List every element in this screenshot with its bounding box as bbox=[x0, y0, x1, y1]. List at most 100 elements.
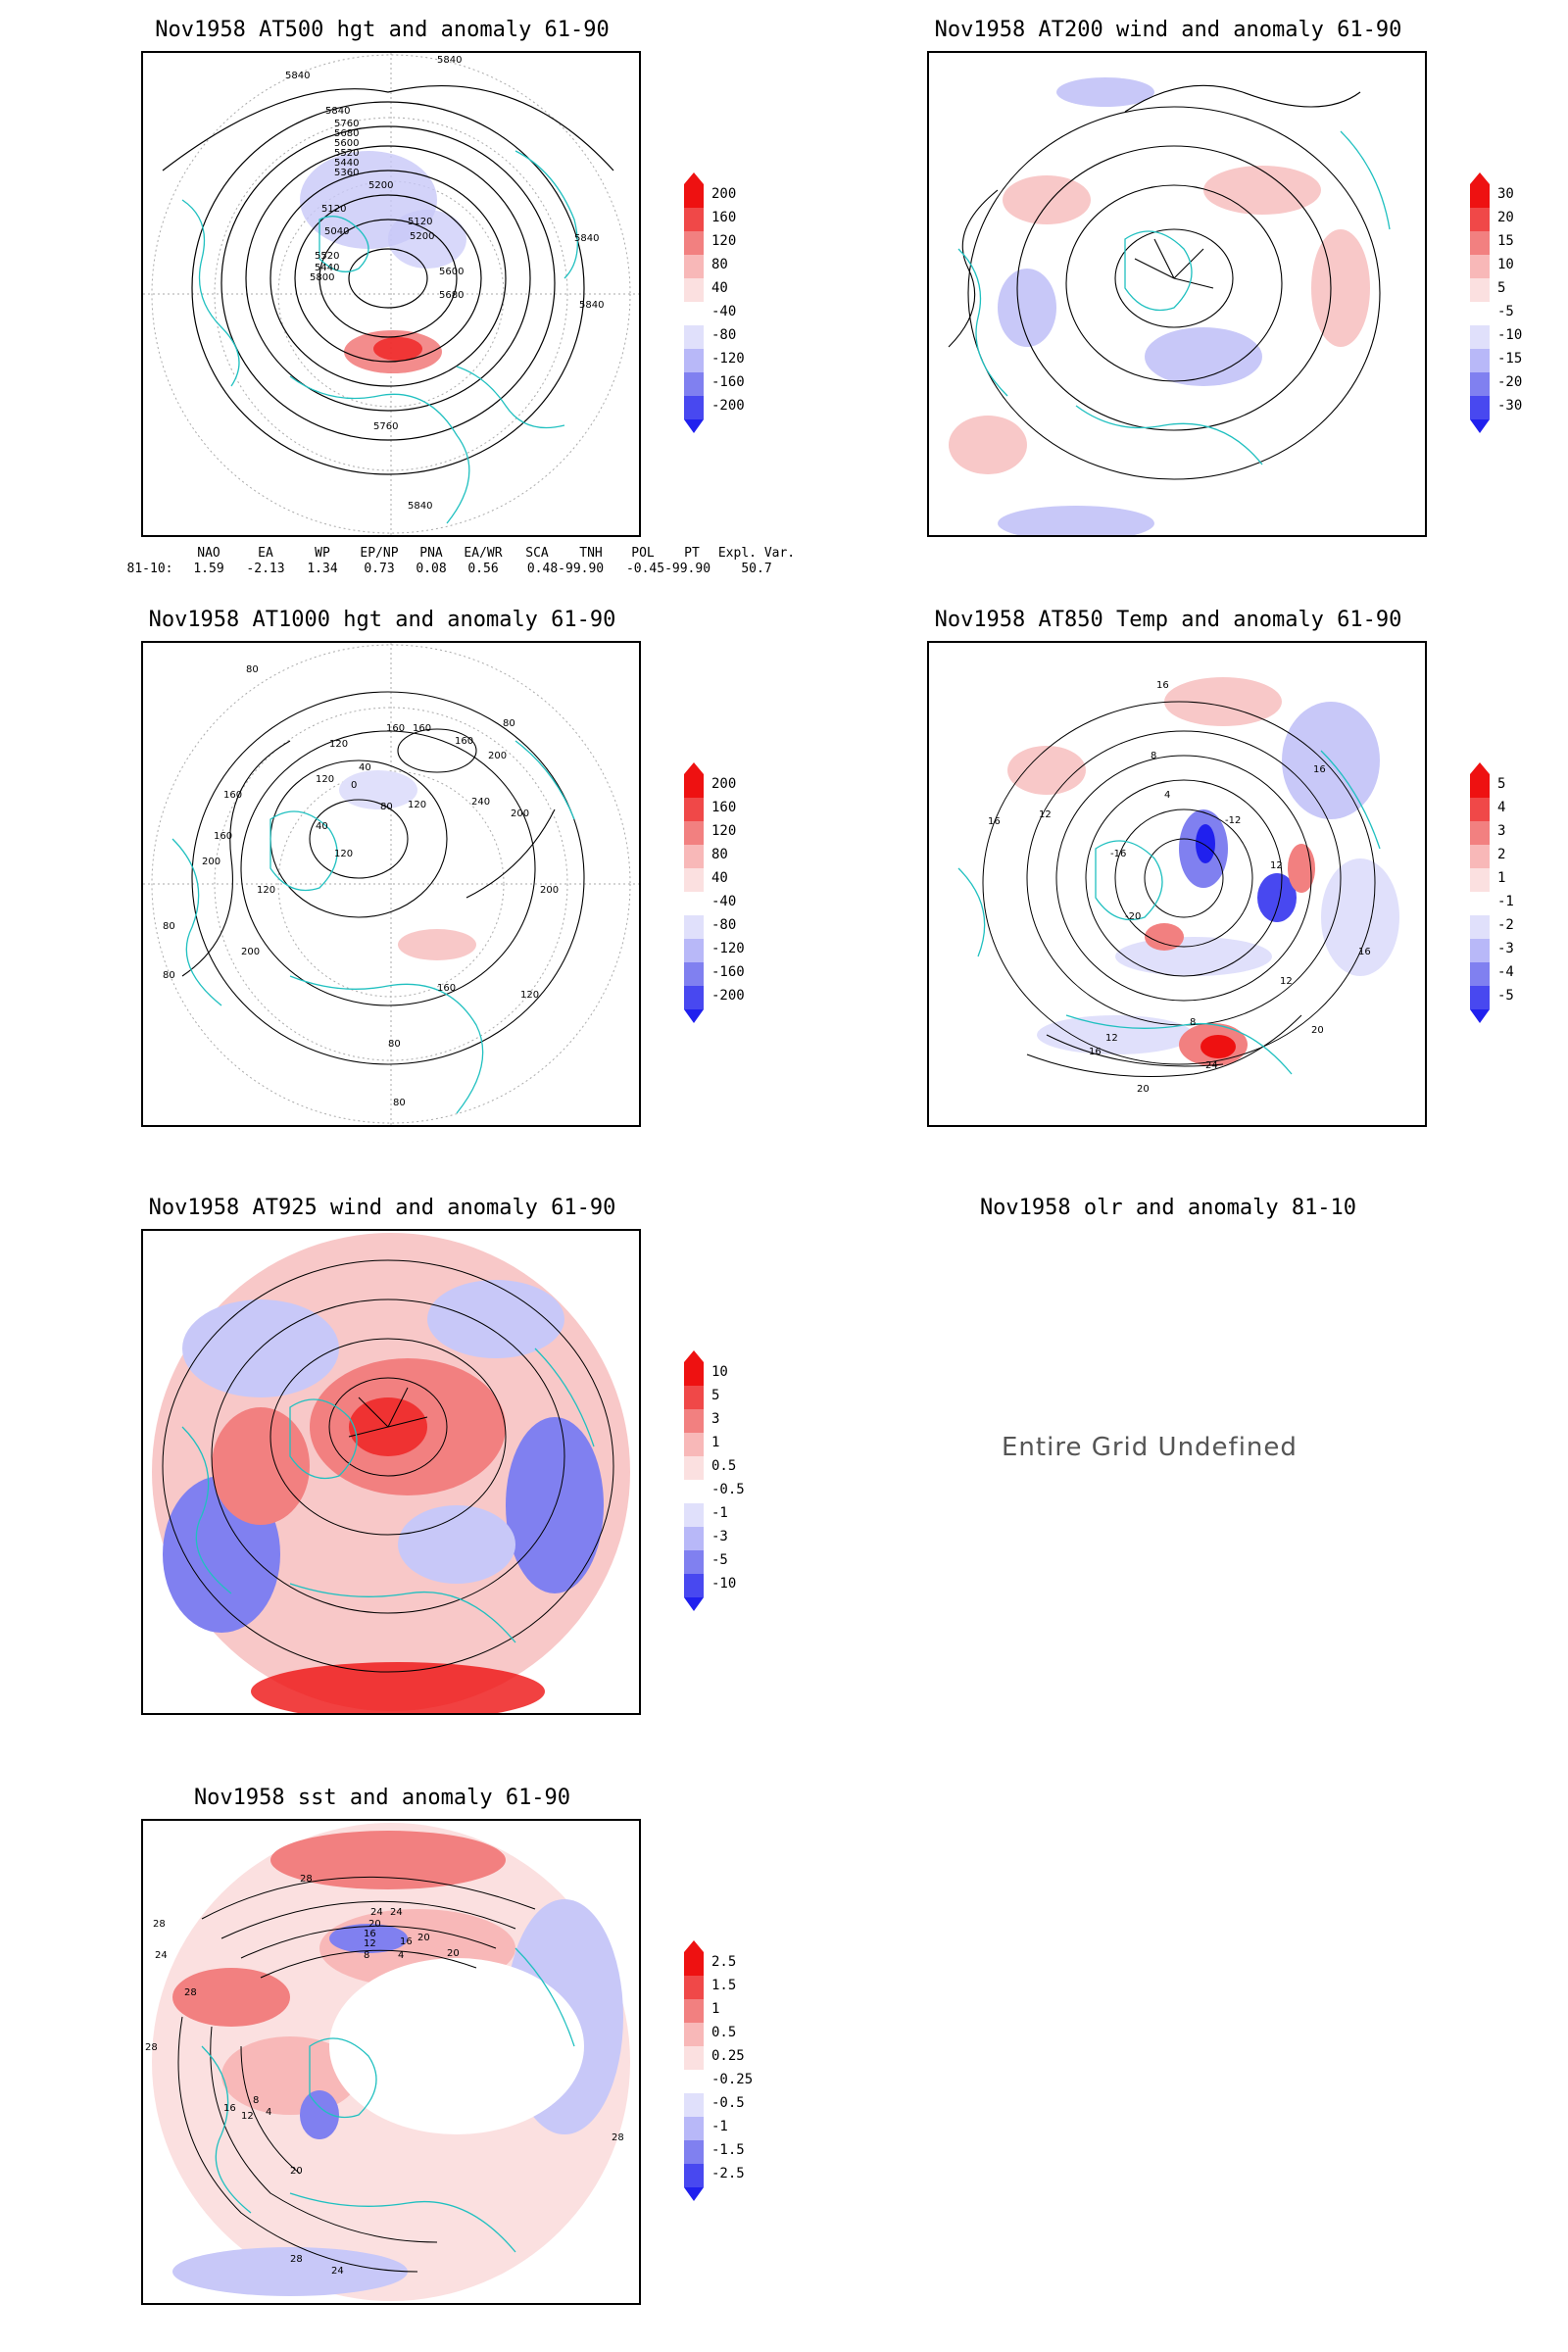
contour-label: 5200 bbox=[410, 231, 434, 242]
colorbar-label: -10 bbox=[1497, 327, 1523, 343]
contour-label: 4 bbox=[1164, 790, 1170, 801]
contour-label: 28 bbox=[300, 1874, 313, 1885]
tele-header: TNH bbox=[579, 545, 603, 561]
contour-label: 5600 bbox=[334, 138, 359, 149]
contour-label: 12 bbox=[1280, 976, 1293, 987]
panel-title-u925: Nov1958 AT925 wind and anomaly 61-90 bbox=[148, 1196, 616, 1220]
contour-label: 200 bbox=[488, 751, 507, 761]
contour-label: 80 bbox=[388, 1039, 401, 1050]
contour-label: 40 bbox=[359, 762, 371, 773]
contour-label: 8 bbox=[1151, 751, 1156, 761]
polar-map-z1000: 80 120 160 160 160 200 240 200 80 160 12… bbox=[143, 643, 639, 1125]
colorbar-label: 10 bbox=[711, 1364, 728, 1380]
tele-header: WP bbox=[315, 545, 330, 561]
contour-label: 12 bbox=[241, 2111, 254, 2122]
tele-header: Expl. Var. bbox=[717, 545, 796, 561]
contour-label: 5760 bbox=[373, 421, 398, 432]
contour-label: 200 bbox=[511, 808, 529, 819]
colorbar-label: 1 bbox=[1497, 870, 1506, 886]
contour-label: 20 bbox=[447, 1948, 460, 1959]
colorbar-label: -0.5 bbox=[711, 2095, 745, 2111]
colorbar-label: -80 bbox=[711, 917, 737, 933]
colorbar-label: -120 bbox=[711, 941, 745, 956]
contour-label: 4 bbox=[266, 2107, 271, 2118]
contour-label: 160 bbox=[386, 723, 405, 734]
colorbar-label: 160 bbox=[711, 800, 737, 815]
polar-map-z500: 5840 5840 5840 5760 5680 5600 5520 5440 … bbox=[143, 53, 639, 535]
map-u200 bbox=[927, 51, 1427, 537]
colorbar-label: 0.5 bbox=[711, 1458, 737, 1474]
contour-label: 5040 bbox=[324, 226, 349, 237]
contour-label: 28 bbox=[145, 2042, 158, 2053]
colorbar-t850: 5 4 3 2 1 -1 -2 -3 -4 -5 bbox=[1470, 762, 1568, 1035]
panel-title-olr: Nov1958 olr and anomaly 81-10 bbox=[979, 1196, 1357, 1220]
colorbar-label: -2.5 bbox=[711, 2166, 745, 2181]
contour-label: 5120 bbox=[408, 217, 432, 227]
contour-label: 5360 bbox=[334, 168, 359, 178]
contour-label: 5840 bbox=[579, 300, 604, 311]
contour-label: 120 bbox=[520, 990, 539, 1001]
tele-header: SCA bbox=[525, 545, 549, 561]
colorbar-label: 1.5 bbox=[711, 1978, 737, 1993]
contour-label: 80 bbox=[163, 970, 175, 981]
colorbar-label: 20 bbox=[1497, 210, 1514, 225]
contour-label: 12 bbox=[364, 1938, 376, 1949]
tele-value: -99.90 bbox=[664, 561, 711, 576]
contour-label: 28 bbox=[612, 2132, 624, 2143]
contour-label: 5600 bbox=[439, 267, 464, 277]
colorbar-label: 3 bbox=[1497, 823, 1506, 839]
colorbar-label: -40 bbox=[711, 304, 737, 319]
tele-header: PT bbox=[684, 545, 700, 561]
contour-label: 160 bbox=[455, 736, 473, 747]
map-u925 bbox=[141, 1229, 641, 1715]
contour-label: 5520 bbox=[315, 251, 339, 262]
teleconnection-table: NAO EA WP EP/NP PNA EA/WR SCA TNH POL PT… bbox=[120, 545, 796, 576]
colorbar-label: 4 bbox=[1497, 800, 1506, 815]
contour-label: 24 bbox=[331, 2266, 344, 2277]
contour-label: 16 bbox=[223, 2103, 236, 2114]
tele-value: 1.59 bbox=[193, 561, 224, 576]
colorbar-label: 120 bbox=[711, 233, 737, 249]
contour-label: 5840 bbox=[437, 55, 462, 66]
contour-label: -20 bbox=[1125, 911, 1141, 922]
colorbar-label: 0.25 bbox=[711, 2048, 745, 2064]
contour-label: 160 bbox=[214, 831, 232, 842]
contour-label: 0 bbox=[351, 780, 357, 791]
colorbar-u200: 30 20 15 10 5 -5 -10 -15 -20 -30 bbox=[1470, 172, 1568, 445]
colorbar-label: -10 bbox=[711, 1576, 737, 1592]
contour-label: 120 bbox=[257, 885, 275, 896]
colorbar-label: -200 bbox=[711, 398, 745, 414]
panel-title-z500: Nov1958 AT500 hgt and anomaly 61-90 bbox=[155, 18, 610, 42]
contour-label: 5840 bbox=[285, 71, 310, 81]
contour-label: 12 bbox=[1270, 860, 1283, 871]
tele-value: -0.45 bbox=[625, 561, 665, 576]
contour-label: 24 bbox=[390, 1907, 403, 1918]
tele-value: -2.13 bbox=[246, 561, 285, 576]
contour-label: 80 bbox=[163, 921, 175, 932]
colorbar-label: -4 bbox=[1497, 964, 1514, 980]
contour-label: 8 bbox=[253, 2095, 259, 2106]
tele-row-label: 81-10: bbox=[126, 561, 173, 576]
contour-label: -16 bbox=[1110, 849, 1126, 859]
contour-label: 5800 bbox=[310, 272, 334, 283]
tele-header: PNA bbox=[419, 545, 443, 561]
contour-label: 8 bbox=[364, 1950, 369, 1961]
colorbar-label: -3 bbox=[1497, 941, 1514, 956]
colorbar-label: -3 bbox=[711, 1529, 728, 1544]
tele-header: EA/WR bbox=[464, 545, 503, 561]
colorbar-label: -40 bbox=[711, 894, 737, 909]
contour-label: 120 bbox=[329, 739, 348, 750]
contour-label: 20 bbox=[368, 1919, 381, 1930]
polar-map-u925 bbox=[152, 1233, 630, 1713]
colorbar-label: -200 bbox=[711, 988, 745, 1004]
colorbar-label: -15 bbox=[1497, 351, 1523, 367]
colorbar-label: 40 bbox=[711, 870, 728, 886]
contour-label: 5840 bbox=[574, 233, 599, 244]
map-sst: 28 24 24 20 16 12 8 4 20 16 28 28 24 28 … bbox=[141, 1819, 641, 2305]
contour-label: 20 bbox=[290, 2166, 303, 2177]
contour-label: 5680 bbox=[439, 290, 464, 301]
contour-label: 5680 bbox=[334, 128, 359, 139]
polar-map-u200 bbox=[948, 77, 1391, 535]
contour-label: 160 bbox=[223, 790, 242, 801]
colorbar-label: 5 bbox=[711, 1388, 720, 1403]
